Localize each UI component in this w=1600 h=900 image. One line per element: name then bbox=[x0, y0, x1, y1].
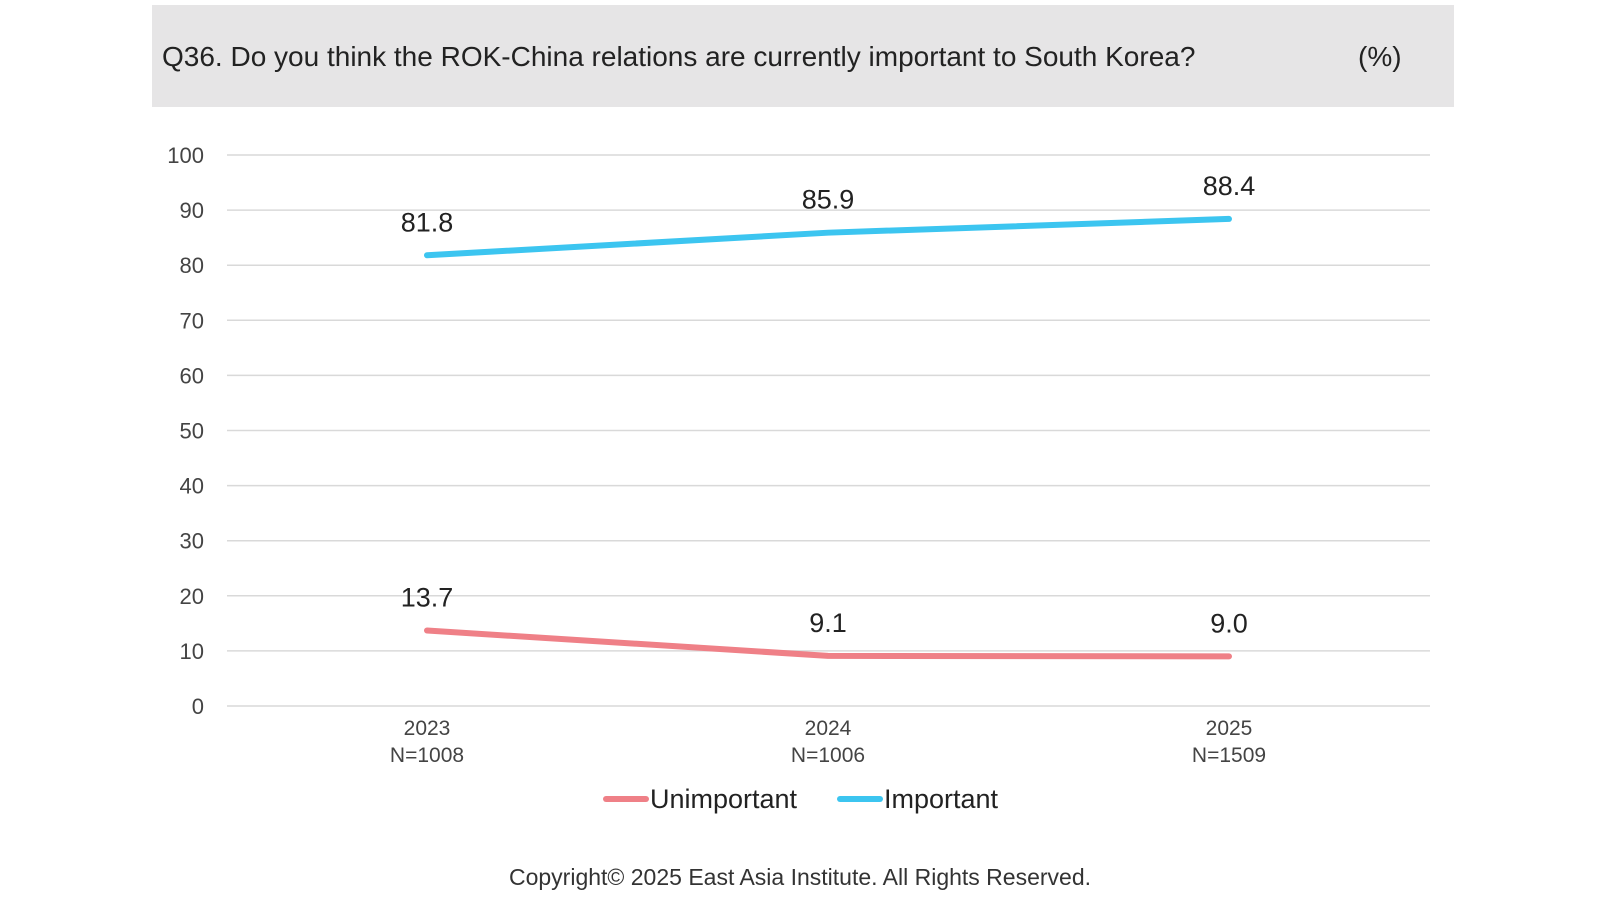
x-tick-sublabel-2024: N=1006 bbox=[791, 744, 865, 767]
unit-label: (%) bbox=[1358, 41, 1402, 72]
series-line-unimportant bbox=[424, 627, 1232, 660]
data-label-unimportant-2025: 9.0 bbox=[1210, 608, 1248, 638]
line-chart: 0 10 20 30 40 50 60 70 80 90 100 2023 N=1008 2024 N=10… bbox=[167, 143, 1430, 814]
y-tick-label-100: 100 bbox=[167, 143, 204, 168]
y-tick-label-20: 20 bbox=[180, 584, 204, 609]
legend-label-important: Important bbox=[884, 784, 999, 814]
y-tick-label-0: 0 bbox=[192, 694, 204, 719]
x-tick-sublabel-2023: N=1008 bbox=[390, 744, 464, 767]
data-label-unimportant-2024: 9.1 bbox=[809, 608, 847, 638]
y-tick-label-70: 70 bbox=[180, 308, 204, 333]
data-label-important-2025: 88.4 bbox=[1203, 171, 1256, 201]
y-tick-label-40: 40 bbox=[180, 474, 204, 499]
data-label-important-2023: 81.8 bbox=[401, 207, 454, 237]
y-tick-label-30: 30 bbox=[180, 529, 204, 554]
y-tick-label-10: 10 bbox=[180, 639, 204, 664]
x-tick-label-2023: 2023 bbox=[404, 717, 451, 740]
x-tick-label-2024: 2024 bbox=[805, 717, 852, 740]
chart-title: Q36. Do you think the ROK-China relation… bbox=[162, 41, 1196, 72]
y-tick-label-90: 90 bbox=[180, 198, 204, 223]
y-tick-label-80: 80 bbox=[180, 253, 204, 278]
y-tick-label-50: 50 bbox=[180, 419, 204, 444]
copyright-notice: Copyright© 2025 East Asia Institute. All… bbox=[508, 864, 1092, 890]
series-line-important bbox=[424, 215, 1232, 259]
data-label-unimportant-2023: 13.7 bbox=[401, 583, 454, 613]
x-tick-label-2025: 2025 bbox=[1206, 717, 1253, 740]
data-label-important-2024: 85.9 bbox=[802, 185, 855, 215]
x-tick-sublabel-2025: N=1509 bbox=[1192, 744, 1266, 767]
title-bar: Q36. Do you think the ROK-China relation… bbox=[152, 5, 1454, 107]
legend-label-unimportant: Unimportant bbox=[650, 784, 798, 814]
y-tick-label-60: 60 bbox=[180, 363, 204, 388]
